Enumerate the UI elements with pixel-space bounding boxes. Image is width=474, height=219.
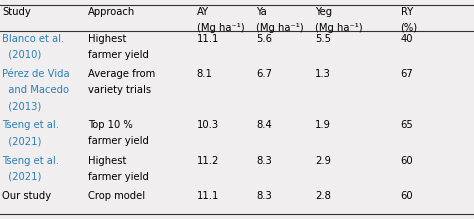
Text: 6.7: 6.7 — [256, 69, 272, 79]
Text: Blanco et al.: Blanco et al. — [2, 34, 64, 44]
Text: (2021): (2021) — [2, 172, 42, 182]
Text: 8.4: 8.4 — [256, 120, 272, 130]
Text: 11.2: 11.2 — [197, 155, 219, 166]
Text: farmer yield: farmer yield — [88, 136, 148, 146]
Text: 2.8: 2.8 — [315, 191, 331, 201]
Text: Our study: Our study — [2, 191, 52, 201]
Text: 65: 65 — [401, 120, 413, 130]
Text: Highest: Highest — [88, 155, 126, 166]
Text: variety trials: variety trials — [88, 85, 151, 95]
Text: and Macedo: and Macedo — [2, 85, 69, 95]
Text: farmer yield: farmer yield — [88, 50, 148, 60]
Text: 5.6: 5.6 — [256, 34, 272, 44]
Text: 8.3: 8.3 — [256, 191, 272, 201]
Text: (Mg ha⁻¹): (Mg ha⁻¹) — [315, 23, 363, 33]
Text: Average from: Average from — [88, 69, 155, 79]
Text: (Mg ha⁻¹): (Mg ha⁻¹) — [256, 23, 303, 33]
Text: 40: 40 — [401, 34, 413, 44]
Text: Tseng et al.: Tseng et al. — [2, 120, 59, 130]
Text: 67: 67 — [401, 69, 413, 79]
Text: 8.3: 8.3 — [256, 155, 272, 166]
Text: (%): (%) — [401, 23, 418, 33]
Text: 2.9: 2.9 — [315, 155, 331, 166]
Text: 60: 60 — [401, 155, 413, 166]
Text: Crop model: Crop model — [88, 191, 145, 201]
Text: RY: RY — [401, 7, 413, 17]
Text: 5.5: 5.5 — [315, 34, 331, 44]
Text: Ya: Ya — [256, 7, 267, 17]
Text: 11.1: 11.1 — [197, 34, 219, 44]
Text: Highest: Highest — [88, 34, 126, 44]
Text: (2021): (2021) — [2, 136, 42, 146]
Text: Tseng et al.: Tseng et al. — [2, 155, 59, 166]
Text: 60: 60 — [401, 191, 413, 201]
Text: Top 10 %: Top 10 % — [88, 120, 132, 130]
Text: farmer yield: farmer yield — [88, 172, 148, 182]
Text: (2010): (2010) — [2, 50, 42, 60]
Text: AY: AY — [197, 7, 209, 17]
Text: Approach: Approach — [88, 7, 135, 17]
Text: Yeg: Yeg — [315, 7, 332, 17]
Text: Study: Study — [2, 7, 31, 17]
Text: (2013): (2013) — [2, 101, 42, 111]
Text: (Mg ha⁻¹): (Mg ha⁻¹) — [197, 23, 244, 33]
Text: 1.9: 1.9 — [315, 120, 331, 130]
Text: 1.3: 1.3 — [315, 69, 331, 79]
Text: 8.1: 8.1 — [197, 69, 212, 79]
Text: 10.3: 10.3 — [197, 120, 219, 130]
Text: Pérez de Vida: Pérez de Vida — [2, 69, 70, 79]
Text: 11.1: 11.1 — [197, 191, 219, 201]
